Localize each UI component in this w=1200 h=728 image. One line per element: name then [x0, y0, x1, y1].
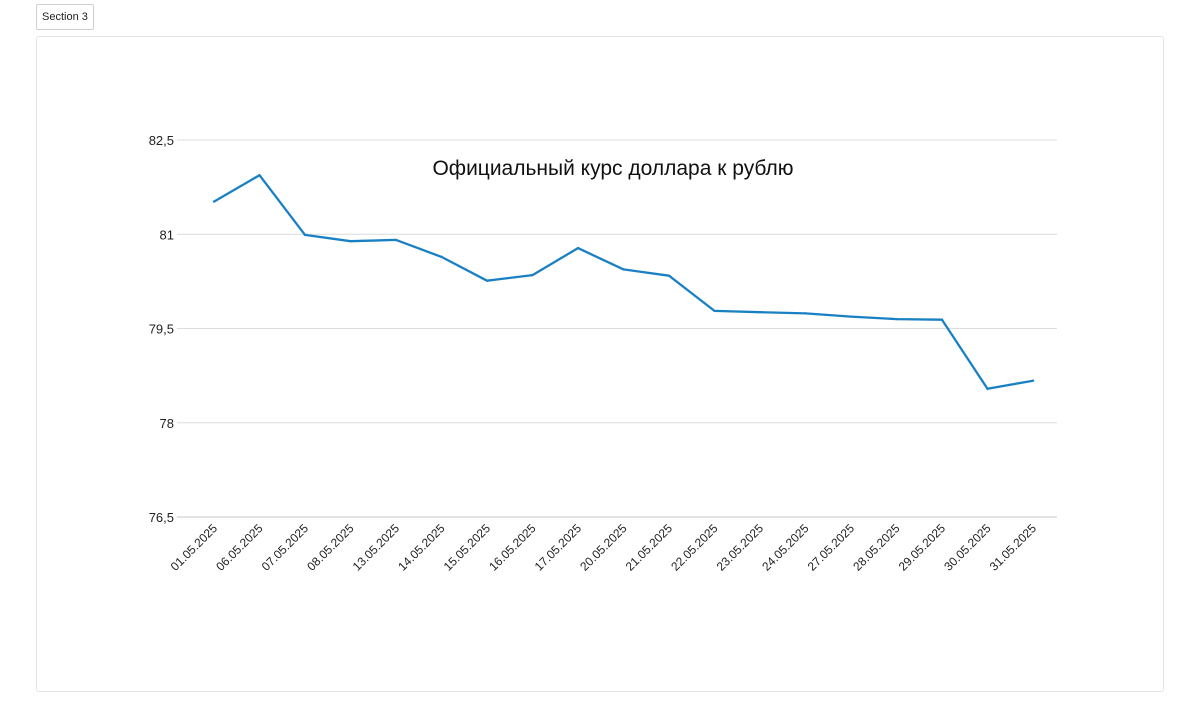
line-chart: 76,5 78 79,5 81 82,5 01.05.202506.05.202507.… — [149, 133, 1057, 574]
x-tick-label: 24.05.2025 — [759, 521, 812, 574]
data-point — [394, 238, 398, 242]
x-tick-label: 30.05.2025 — [941, 521, 994, 574]
data-point — [349, 239, 352, 243]
data-point — [804, 312, 807, 315]
x-tick-label: 23.05.2025 — [714, 521, 767, 574]
data-point — [531, 273, 534, 277]
x-tick-label: 01.05.2025 — [168, 521, 221, 574]
series-points — [212, 173, 1035, 391]
data-point — [1031, 379, 1035, 382]
y-tick-label: 81 — [160, 227, 174, 242]
y-axis-ticks: 76,5 78 79,5 81 82,5 — [149, 133, 174, 525]
x-tick-label: 13.05.2025 — [350, 521, 403, 574]
data-point — [849, 315, 853, 318]
x-tick-label: 22.05.2025 — [668, 521, 721, 574]
y-tick-label: 78 — [160, 416, 174, 431]
x-tick-label: 15.05.2025 — [441, 521, 494, 574]
data-point — [622, 268, 625, 271]
chart-panel: 76,5 78 79,5 81 82,5 01.05.2025 06.05.2025 07.… — [36, 36, 1164, 692]
data-point — [895, 317, 898, 321]
y-tick-label: 79,5 — [149, 322, 174, 337]
grid-lines — [177, 139, 1057, 518]
x-tick-label: 27.05.2025 — [805, 521, 858, 574]
x-axis-ticks: 01.05.202506.05.202507.05.202508.05.2025… — [168, 521, 1040, 574]
x-tick-label: 06.05.2025 — [213, 521, 266, 574]
data-point — [485, 279, 489, 282]
data-point — [440, 255, 443, 259]
data-point — [303, 233, 307, 237]
y-tick-label: 82,5 — [149, 133, 174, 148]
section-tab[interactable]: Section 3 — [36, 4, 94, 30]
y-tick-label: 76,5 — [149, 510, 174, 525]
data-point — [986, 387, 989, 391]
x-tick-label: 17.05.2025 — [532, 521, 585, 574]
x-tick-label: 16.05.2025 — [486, 521, 539, 574]
x-tick-label: 20.05.2025 — [577, 521, 630, 574]
data-point — [258, 173, 261, 177]
chart-title: Официальный курс доллара к рублю — [432, 157, 793, 180]
x-tick-label: 31.05.2025 — [987, 521, 1040, 574]
data-point — [667, 274, 671, 277]
data-point — [758, 310, 762, 314]
data-point — [713, 309, 716, 313]
data-point — [576, 246, 580, 250]
x-tick-label: 21.05.2025 — [623, 521, 676, 574]
series-line — [213, 174, 1034, 390]
x-tick-label: 08.05.2025 — [304, 521, 357, 574]
x-tick-label: 29.05.2025 — [896, 521, 949, 574]
x-tick-label: 14.05.2025 — [395, 521, 448, 574]
data-point — [940, 318, 944, 321]
x-tick-label: 28.05.2025 — [850, 521, 903, 574]
x-tick-label: 07.05.2025 — [259, 521, 312, 574]
data-point — [212, 200, 216, 203]
